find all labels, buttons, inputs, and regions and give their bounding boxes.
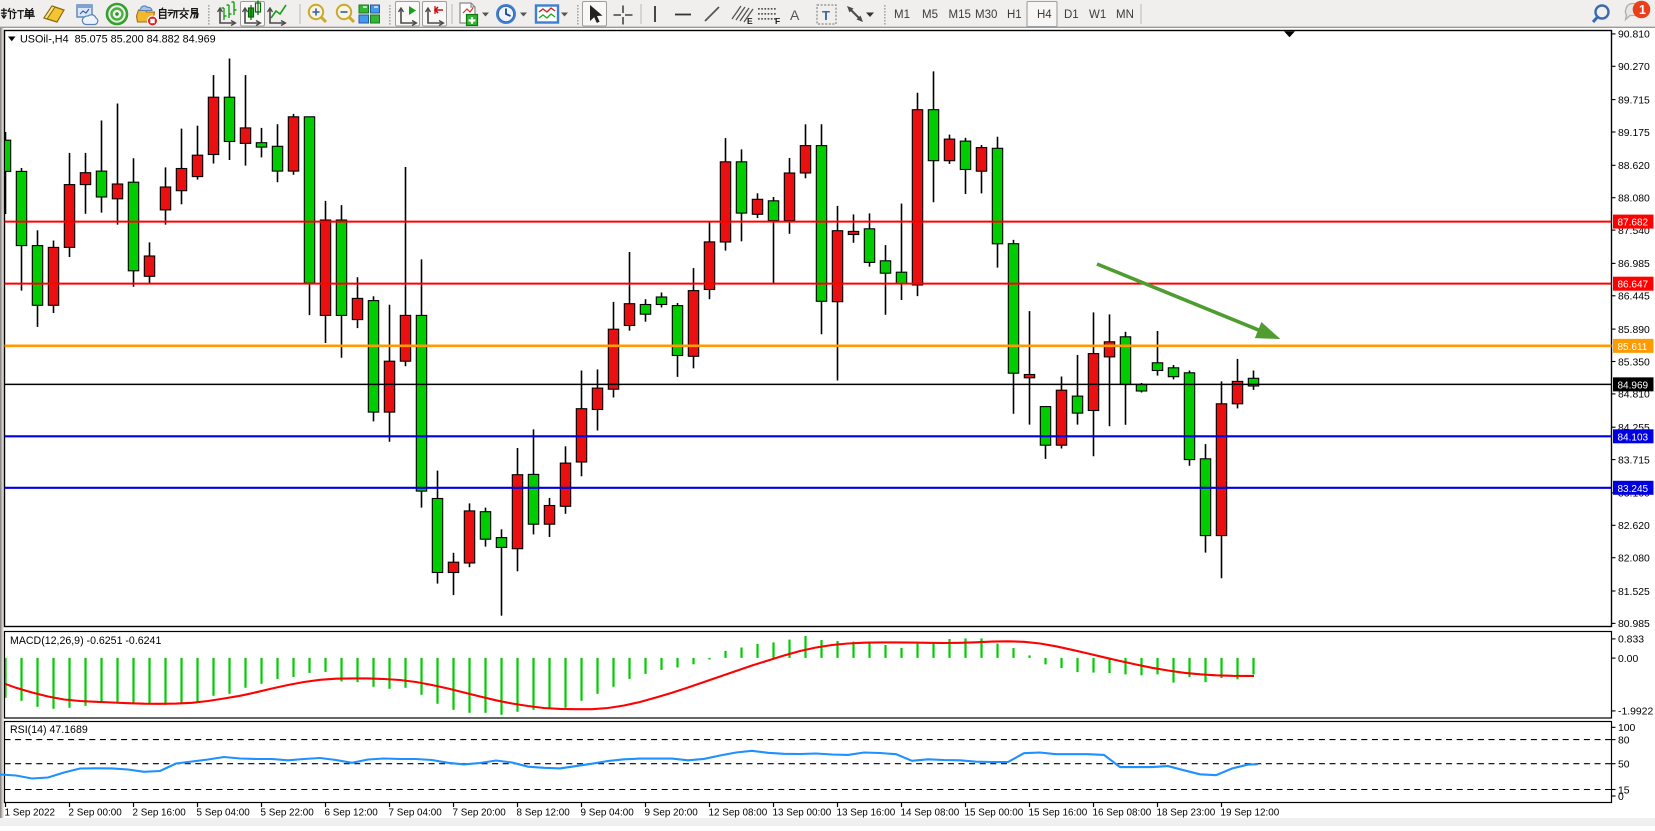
svg-text:84.810: 84.810: [1618, 390, 1650, 401]
svg-text:84.255: 84.255: [1618, 423, 1650, 434]
svg-text:16 Sep 08:00: 16 Sep 08:00: [1093, 808, 1152, 819]
svg-text:F: F: [775, 16, 780, 26]
svg-text:9 Sep 20:00: 9 Sep 20:00: [645, 808, 699, 819]
svg-text:86.647: 86.647: [1618, 280, 1649, 291]
svg-text:M15: M15: [949, 9, 971, 21]
svg-text:19 Sep 12:00: 19 Sep 12:00: [1221, 808, 1280, 819]
svg-text:5 Sep 04:00: 5 Sep 04:00: [197, 808, 251, 819]
svg-text:85.611: 85.611: [1618, 342, 1648, 353]
svg-text:86.445: 86.445: [1618, 292, 1650, 303]
svg-text:0.00: 0.00: [1618, 654, 1638, 665]
svg-text:89.715: 89.715: [1618, 95, 1650, 106]
svg-text:6 Sep 12:00: 6 Sep 12:00: [325, 808, 379, 819]
svg-text:D1: D1: [1064, 9, 1079, 21]
svg-text:1: 1: [1639, 3, 1646, 17]
svg-text:H1: H1: [1007, 9, 1022, 21]
svg-text:83.715: 83.715: [1618, 455, 1650, 466]
svg-text:100: 100: [1618, 723, 1636, 734]
svg-text:E: E: [747, 16, 753, 26]
svg-text:12 Sep 08:00: 12 Sep 08:00: [709, 808, 768, 819]
svg-text:W1: W1: [1089, 9, 1106, 21]
svg-text:0: 0: [1618, 792, 1624, 803]
svg-text:M5: M5: [922, 9, 938, 21]
svg-text:A: A: [790, 7, 800, 23]
svg-text:-1.9922: -1.9922: [1618, 707, 1653, 718]
svg-text:13 Sep 00:00: 13 Sep 00:00: [773, 808, 832, 819]
svg-text:2 Sep 16:00: 2 Sep 16:00: [133, 808, 187, 819]
svg-text:14 Sep 08:00: 14 Sep 08:00: [901, 808, 960, 819]
svg-text:81.525: 81.525: [1618, 587, 1650, 598]
svg-text:80.985: 80.985: [1618, 619, 1650, 630]
svg-text:15 Sep 00:00: 15 Sep 00:00: [965, 808, 1024, 819]
svg-text:89.175: 89.175: [1618, 128, 1650, 139]
svg-text:87.540: 87.540: [1618, 226, 1650, 237]
svg-text:84.969: 84.969: [1618, 380, 1649, 391]
svg-text:MN: MN: [1116, 9, 1134, 21]
svg-text:RSI(14) 47.1689: RSI(14) 47.1689: [10, 724, 88, 736]
svg-text:9 Sep 04:00: 9 Sep 04:00: [581, 808, 635, 819]
svg-text:87.682: 87.682: [1618, 218, 1649, 229]
svg-text:82.080: 82.080: [1618, 554, 1650, 565]
svg-text:84.103: 84.103: [1618, 432, 1649, 443]
svg-text:7 Sep 04:00: 7 Sep 04:00: [389, 808, 443, 819]
svg-text:M1: M1: [894, 9, 910, 21]
svg-text:88.620: 88.620: [1618, 161, 1650, 172]
svg-text:M30: M30: [975, 9, 997, 21]
svg-text:80: 80: [1618, 735, 1630, 746]
svg-text:8 Sep 12:00: 8 Sep 12:00: [517, 808, 571, 819]
svg-text:83.245: 83.245: [1618, 484, 1649, 495]
svg-text:86.985: 86.985: [1618, 259, 1650, 270]
svg-text:15: 15: [1618, 785, 1630, 796]
svg-text:MACD(12,26,9) -0.6251 -0.6241: MACD(12,26,9) -0.6251 -0.6241: [10, 635, 161, 647]
svg-text:90.810: 90.810: [1618, 30, 1650, 41]
svg-text:85.890: 85.890: [1618, 325, 1650, 336]
svg-text:H4: H4: [1037, 9, 1052, 21]
svg-text:T: T: [822, 8, 830, 23]
svg-text:1 Sep 2022: 1 Sep 2022: [5, 808, 56, 819]
svg-text:18 Sep 23:00: 18 Sep 23:00: [1157, 808, 1216, 819]
svg-text:90.270: 90.270: [1618, 62, 1650, 73]
svg-text:50: 50: [1618, 760, 1630, 771]
svg-text:USOil-,H4 85.075 85.200 84.88: USOil-,H4 85.075 85.200 84.882 84.969: [20, 34, 216, 46]
svg-text:0.833: 0.833: [1618, 635, 1644, 646]
svg-text:13 Sep 16:00: 13 Sep 16:00: [837, 808, 896, 819]
svg-text:2 Sep 00:00: 2 Sep 00:00: [69, 808, 123, 819]
svg-text:7 Sep 20:00: 7 Sep 20:00: [453, 808, 507, 819]
svg-text:15 Sep 16:00: 15 Sep 16:00: [1029, 808, 1088, 819]
svg-text:5 Sep 22:00: 5 Sep 22:00: [261, 808, 315, 819]
svg-text:82.620: 82.620: [1618, 521, 1650, 532]
svg-text:85.350: 85.350: [1618, 357, 1650, 368]
svg-text:88.080: 88.080: [1618, 194, 1650, 205]
